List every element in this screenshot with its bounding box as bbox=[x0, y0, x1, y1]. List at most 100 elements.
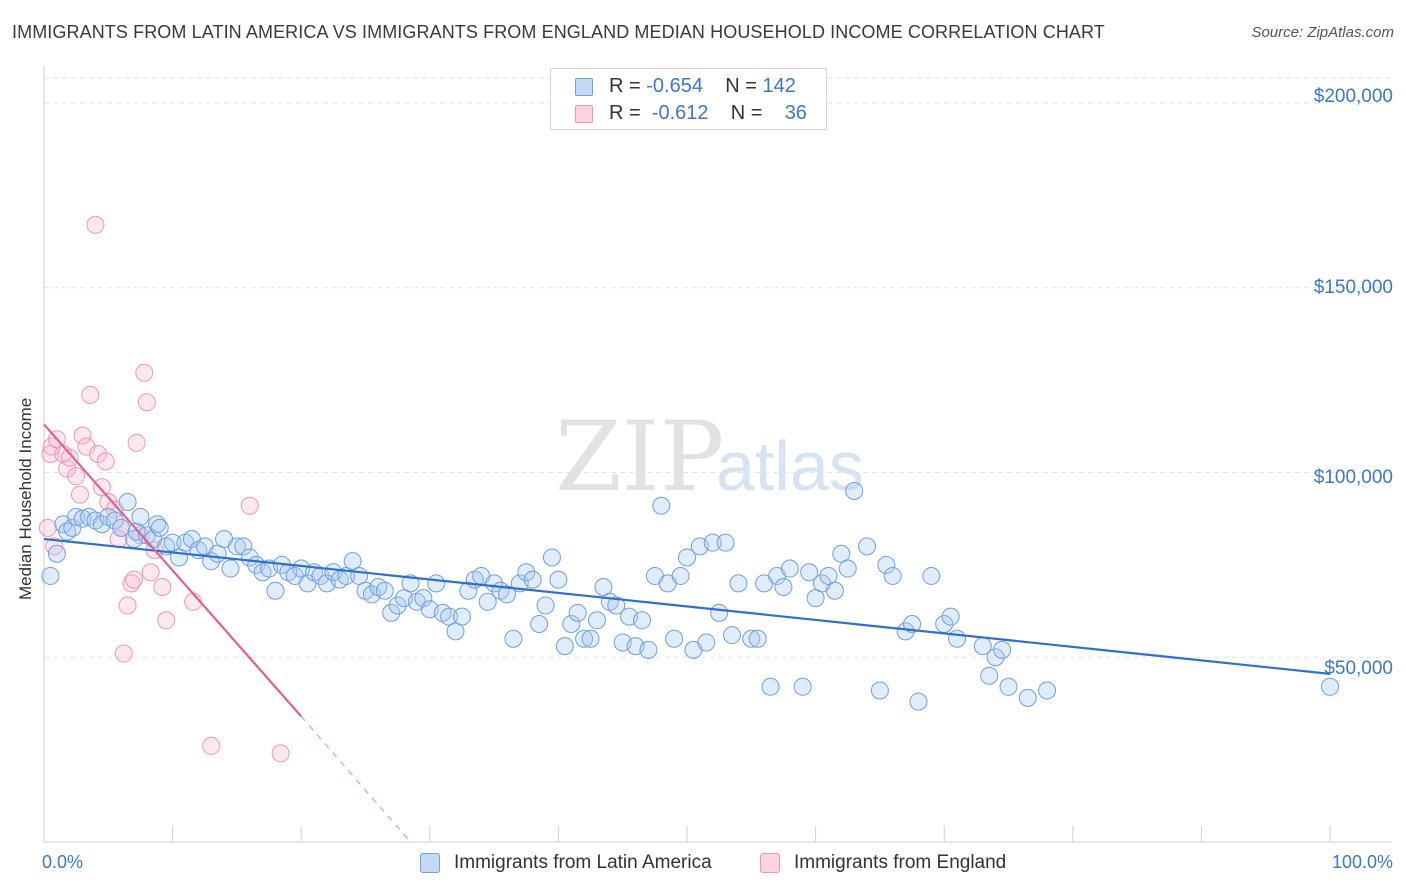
latin-trend-line bbox=[43, 537, 1331, 675]
latin-point bbox=[883, 566, 902, 585]
y-tick-label-150k: $150,000 bbox=[1313, 277, 1393, 298]
england-point bbox=[114, 644, 133, 663]
latin-point bbox=[568, 603, 587, 622]
latin-point bbox=[909, 692, 928, 711]
latin-point bbox=[877, 555, 896, 574]
latin-point bbox=[452, 607, 471, 626]
latin-point bbox=[697, 633, 716, 652]
latin-point bbox=[652, 496, 671, 515]
latin-point bbox=[941, 607, 960, 626]
chart-title: IMMIGRANTS FROM LATIN AMERICA VS IMMIGRA… bbox=[12, 22, 1105, 42]
latin-point bbox=[993, 640, 1012, 659]
y-tick-label-50k: $50,000 bbox=[1324, 658, 1393, 679]
england-point bbox=[125, 570, 144, 589]
latin-point bbox=[523, 570, 542, 589]
england-trend-line bbox=[43, 423, 303, 718]
latin-point bbox=[131, 507, 150, 526]
england-point bbox=[157, 611, 176, 630]
latin-point bbox=[221, 559, 240, 578]
latin-point bbox=[63, 518, 82, 537]
latin-point bbox=[800, 563, 819, 582]
r-label: R = bbox=[609, 75, 641, 97]
latin-point bbox=[1321, 677, 1339, 696]
england-point bbox=[153, 578, 172, 597]
latin-point bbox=[530, 614, 549, 633]
england-point bbox=[99, 493, 118, 512]
england-point bbox=[202, 736, 221, 755]
latin-point bbox=[427, 574, 446, 593]
latin-point bbox=[1038, 681, 1057, 700]
latin-point bbox=[825, 581, 844, 600]
source-label: Source: ZipAtlas.com bbox=[1251, 24, 1394, 41]
england-point bbox=[73, 426, 92, 445]
latin-point bbox=[986, 648, 1005, 667]
england-point bbox=[58, 459, 77, 478]
latin-point bbox=[555, 637, 574, 656]
latin-point bbox=[780, 559, 799, 578]
latin-point bbox=[639, 640, 658, 659]
latin-legend-label: Immigrants from Latin America bbox=[454, 852, 712, 873]
england-swatch bbox=[575, 105, 593, 123]
england-point bbox=[45, 537, 64, 556]
latin-point bbox=[678, 548, 696, 567]
latin-point bbox=[375, 581, 394, 600]
latin-point bbox=[665, 629, 684, 648]
latin-point bbox=[587, 611, 606, 630]
y-tick-label-100k: $100,000 bbox=[1313, 467, 1393, 488]
england-point bbox=[240, 496, 259, 515]
latin-point bbox=[382, 603, 401, 622]
latin-point bbox=[716, 533, 735, 552]
latin-point bbox=[903, 614, 922, 633]
watermark-atlas: atlas bbox=[716, 427, 864, 505]
england-trend-extension bbox=[300, 715, 411, 843]
england-point bbox=[77, 437, 96, 456]
latin-point bbox=[632, 611, 651, 630]
latin-point bbox=[459, 581, 478, 600]
latin-point bbox=[504, 629, 523, 648]
england-point bbox=[89, 445, 108, 463]
latin-point bbox=[47, 544, 66, 563]
england-point bbox=[71, 485, 90, 504]
latin-point bbox=[980, 666, 999, 685]
england-legend-label: Immigrants from England bbox=[794, 852, 1007, 873]
england-point bbox=[127, 433, 146, 452]
x-tick-label-min: 0.0% bbox=[42, 852, 84, 872]
y-axis-label: Median Household Income bbox=[16, 397, 35, 600]
england-point bbox=[135, 363, 154, 382]
latin-point bbox=[748, 629, 767, 648]
latin-point bbox=[105, 511, 124, 530]
latin-point bbox=[478, 592, 497, 611]
latin-point bbox=[845, 481, 864, 500]
latin-point bbox=[999, 677, 1018, 696]
correlation-legend: R = -0.654 N = 142 R = -0.612 N = 36 bbox=[550, 68, 827, 130]
latin-legend-swatch bbox=[420, 853, 440, 873]
england-point bbox=[141, 563, 160, 582]
latin-point bbox=[266, 581, 285, 600]
latin-point bbox=[497, 585, 516, 604]
latin-point bbox=[793, 677, 812, 696]
england-point bbox=[118, 596, 137, 615]
latin-point bbox=[729, 574, 748, 593]
england-point bbox=[271, 744, 290, 763]
latin-point bbox=[858, 537, 877, 556]
latin-point bbox=[234, 537, 253, 556]
england-point bbox=[60, 448, 79, 467]
latin-point bbox=[414, 589, 433, 608]
latin-point bbox=[67, 507, 86, 526]
latin-point bbox=[58, 522, 77, 541]
latin-point bbox=[227, 537, 246, 556]
n-label: N = bbox=[730, 102, 763, 124]
x-tick-label-max: 100.0% bbox=[1331, 852, 1393, 872]
england-point bbox=[67, 467, 86, 486]
latin-point bbox=[838, 559, 857, 578]
latin-point bbox=[549, 570, 568, 589]
latin-n-value: 142 bbox=[762, 75, 796, 97]
england-legend-swatch bbox=[760, 853, 780, 873]
latin-point bbox=[575, 629, 594, 648]
latin-point bbox=[581, 629, 600, 648]
latin-point bbox=[761, 677, 780, 696]
watermark-zip: ZIP bbox=[555, 401, 724, 513]
latin-point bbox=[150, 518, 169, 537]
england-r-value: -0.612 bbox=[651, 102, 709, 124]
latin-point bbox=[948, 629, 967, 648]
